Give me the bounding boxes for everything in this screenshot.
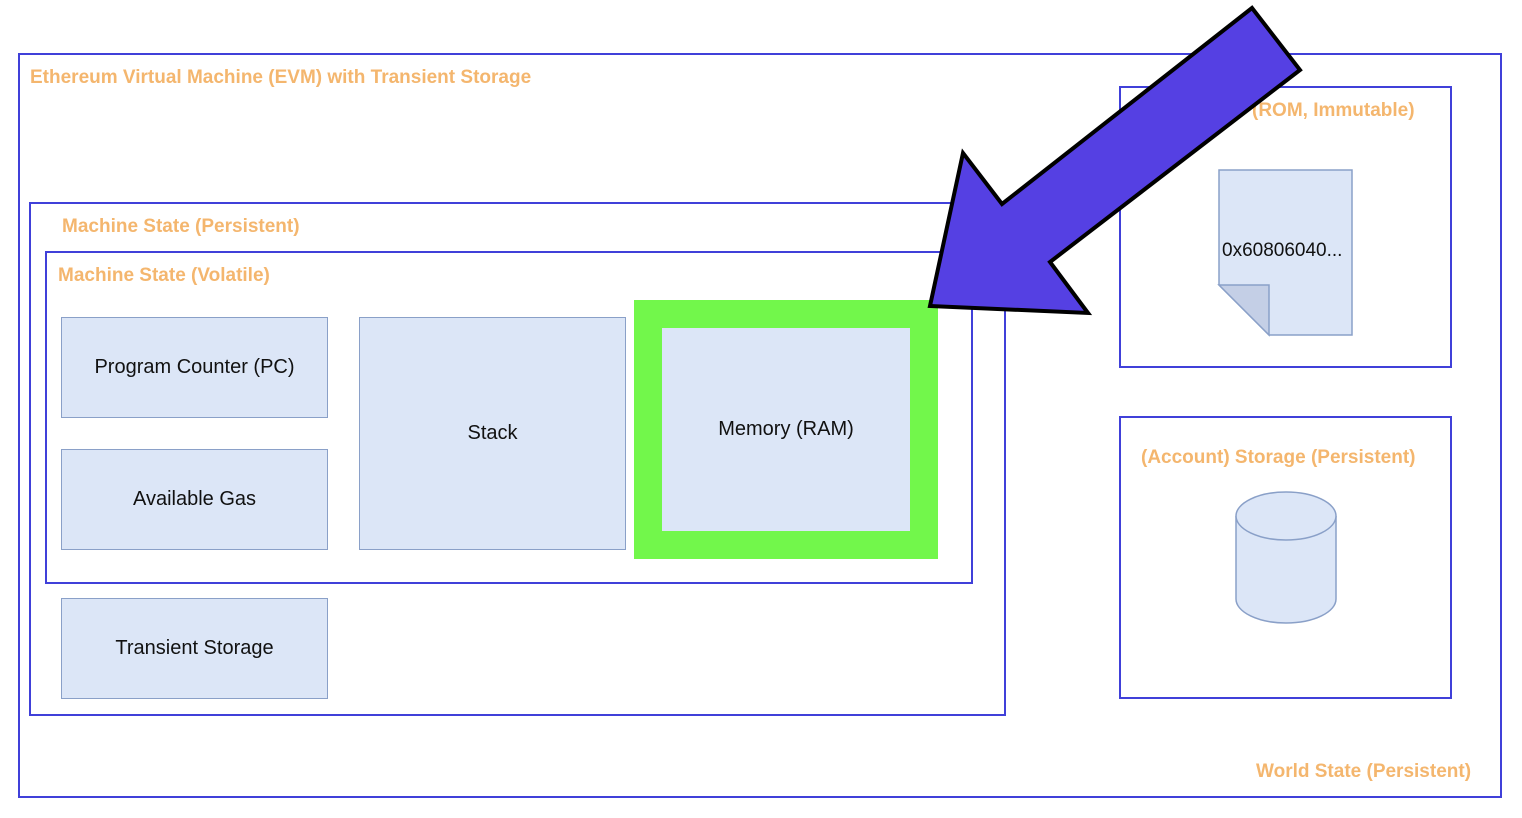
machine-state-volatile-label: Machine State (Volatile) xyxy=(58,265,270,286)
machine-state-volatile-frame xyxy=(45,251,973,584)
code-rom-label: (ROM, Immutable) xyxy=(1252,100,1415,121)
machine-state-persistent-label: Machine State (Persistent) xyxy=(62,216,300,237)
transient-storage-box: Transient Storage xyxy=(61,598,328,699)
evm-label: Ethereum Virtual Machine (EVM) with Tran… xyxy=(30,67,532,88)
account-storage-frame xyxy=(1119,416,1452,699)
bytecode-text: 0x60806040... xyxy=(1222,240,1343,261)
code-rom-frame xyxy=(1119,86,1452,368)
machine-state-persistent-frame xyxy=(29,202,1006,716)
memory-box: Memory (RAM) xyxy=(634,300,938,559)
account-storage-label: (Account) Storage (Persistent) xyxy=(1141,447,1416,468)
available-gas-box: Available Gas xyxy=(61,449,328,550)
world-state-frame xyxy=(18,53,1502,798)
stack-box: Stack xyxy=(359,317,626,550)
world-state-label: World State (Persistent) xyxy=(1256,761,1472,782)
program-counter-box: Program Counter (PC) xyxy=(61,317,328,418)
